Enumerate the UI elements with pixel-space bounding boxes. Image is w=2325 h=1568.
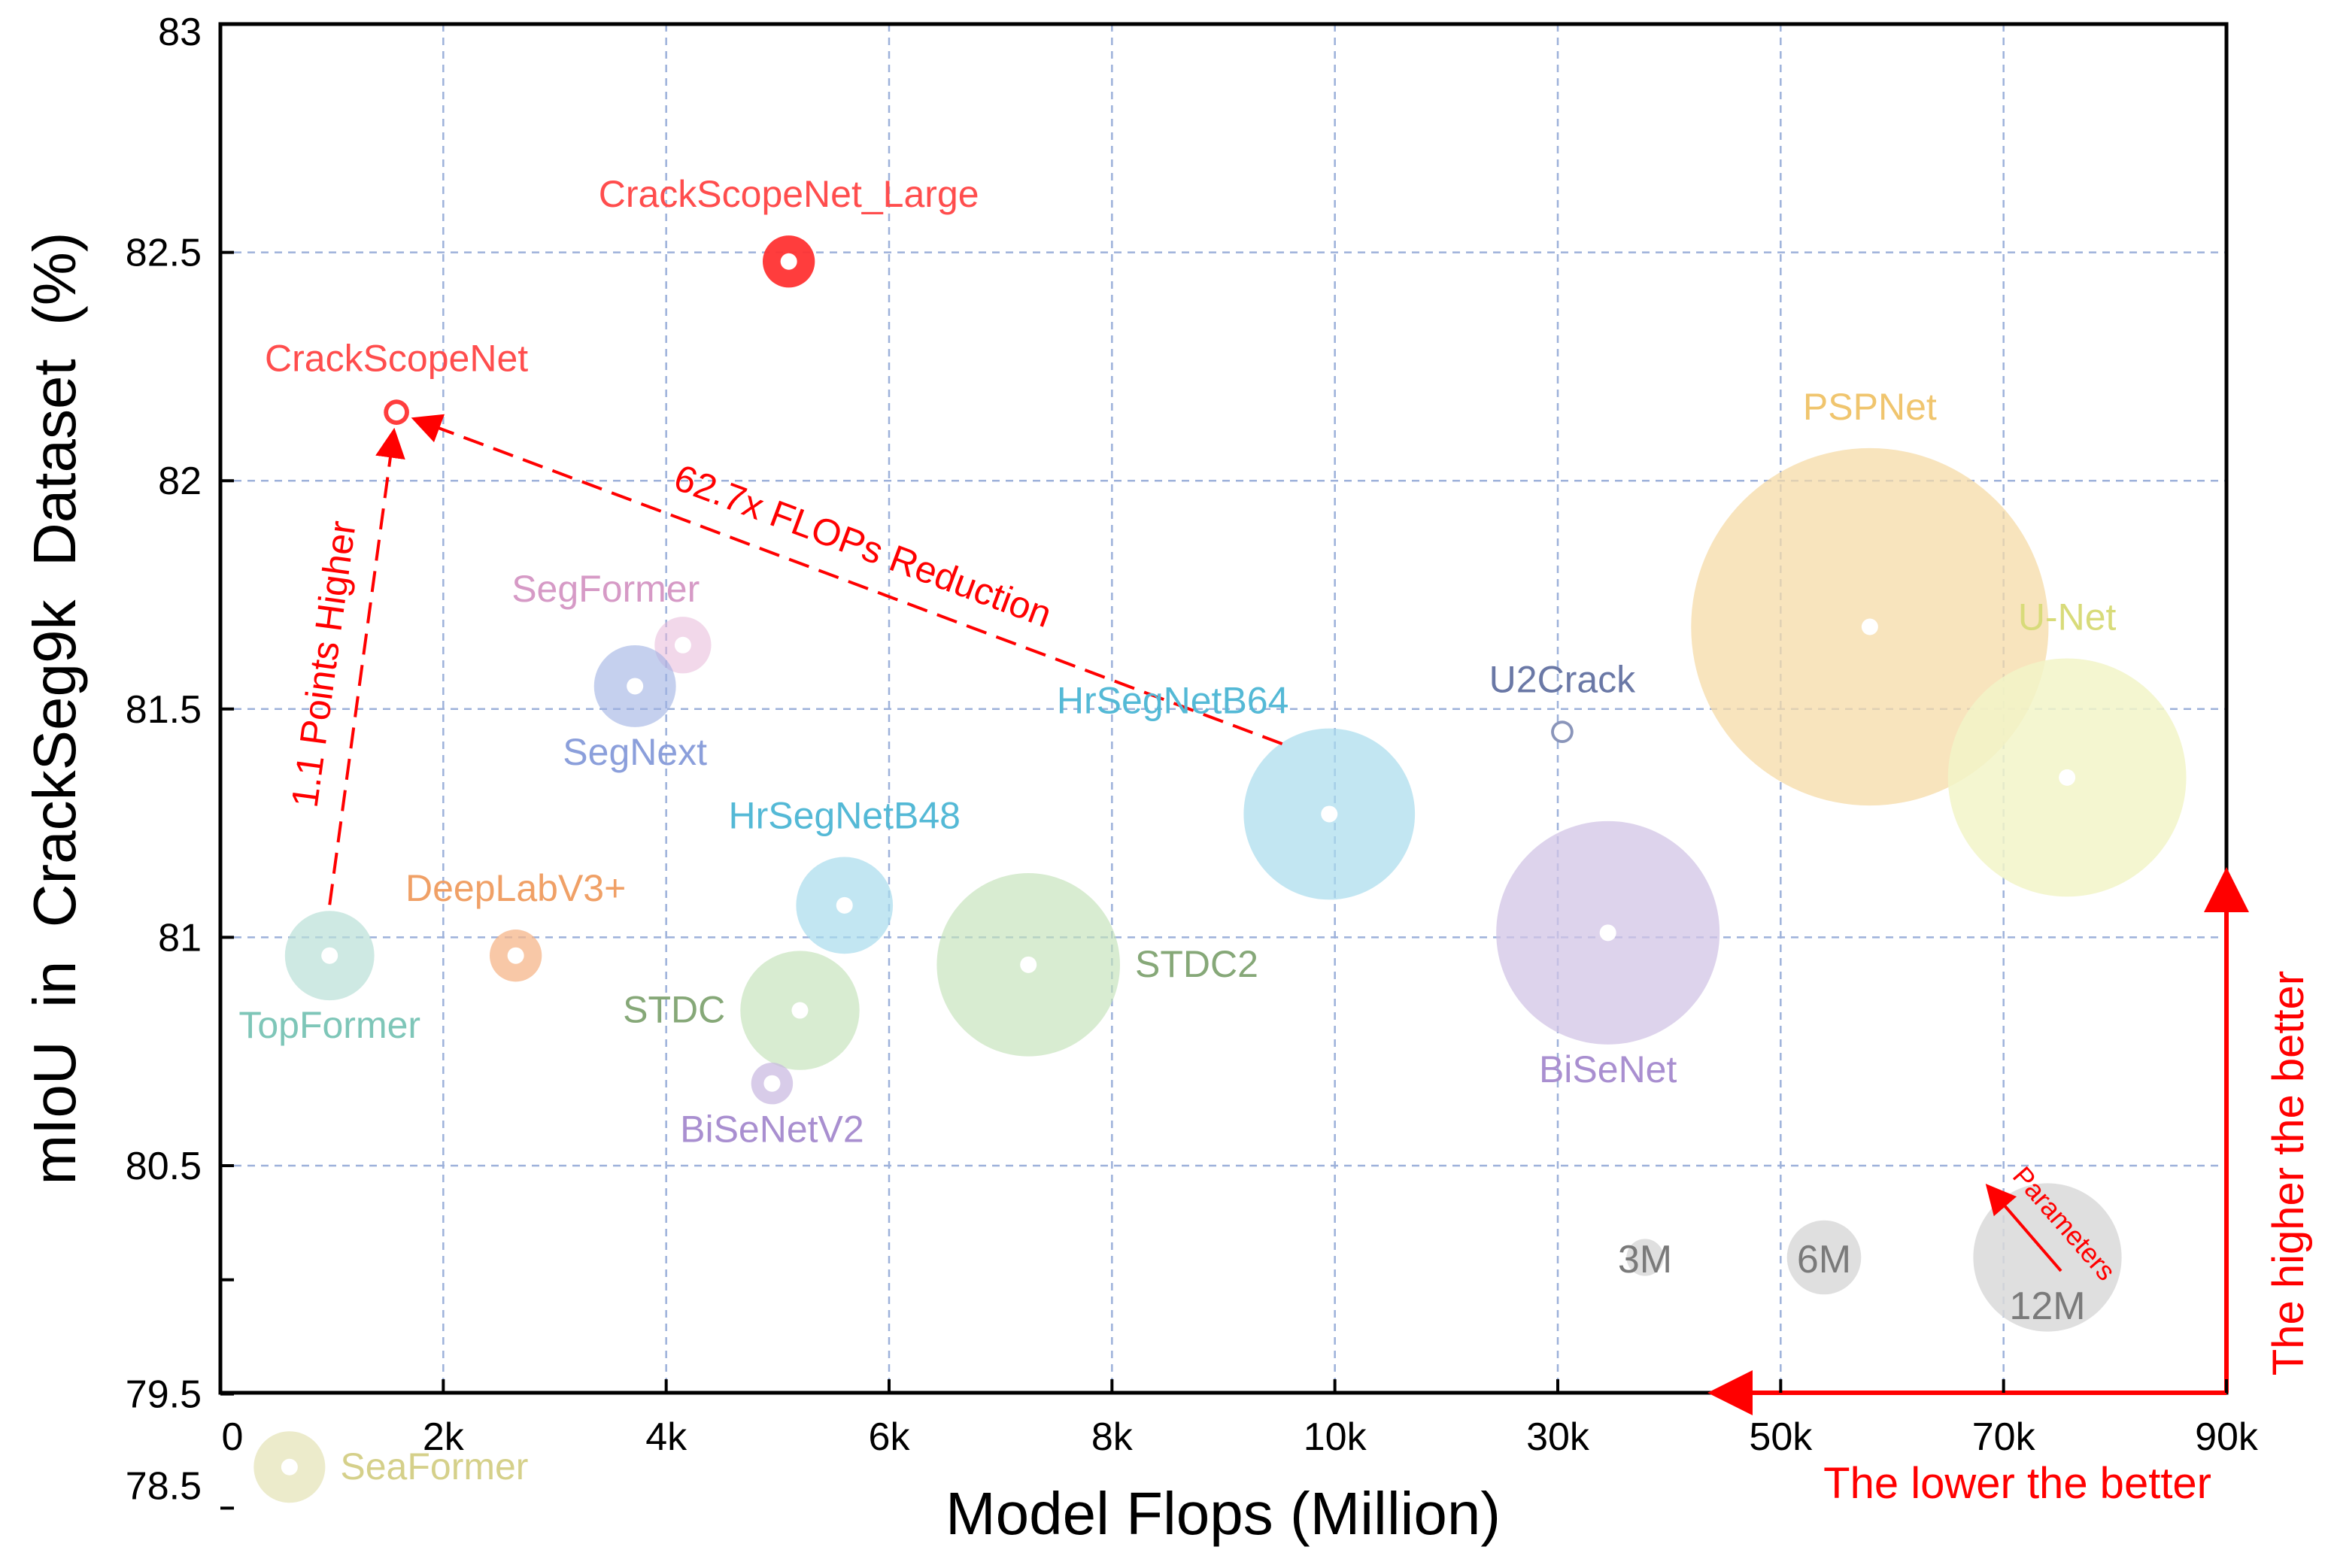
label-segformer: SegFormer bbox=[511, 568, 700, 610]
bubble-center-dot bbox=[507, 947, 524, 964]
label-bisenetv2: BiSeNetV2 bbox=[680, 1108, 864, 1150]
x-tick-label: 2k bbox=[423, 1415, 465, 1459]
annotation-arrow-2 bbox=[328, 427, 405, 905]
label-stdc: STDC bbox=[623, 989, 725, 1031]
bubble-center-dot bbox=[763, 1075, 781, 1092]
bubble-center-dot bbox=[780, 253, 797, 270]
bubble-center-dot bbox=[791, 1002, 809, 1019]
axis-layer: 0 2k 4k 6k 8k 10k 30k 50k 70k 90k 83 82.5 82 81.5 81 80… bbox=[126, 11, 2259, 1510]
label-hrsegnetb64: HrSegNetB64 bbox=[1057, 680, 1289, 722]
y-tick-label: 80.5 bbox=[126, 1145, 202, 1188]
bubble-center-dot bbox=[1553, 723, 1571, 741]
x-tick-label: 8k bbox=[1091, 1415, 1134, 1459]
bubble-center-dot bbox=[674, 636, 691, 654]
size-legend-label-3m: 3M bbox=[1618, 1238, 1672, 1281]
label-hrsegnetb48: HrSegNetB48 bbox=[728, 795, 961, 837]
x-tick-label: 90k bbox=[2195, 1415, 2259, 1459]
bubble-center-dot bbox=[2059, 769, 2076, 786]
y-tick-label: 78.5 bbox=[126, 1464, 202, 1508]
x-axis-title: Model Flops (Million) bbox=[945, 1480, 1501, 1547]
y-tick-label: 81 bbox=[158, 916, 202, 960]
y-tick-label: 79.5 bbox=[126, 1373, 202, 1417]
label-pspnet: PSPNet bbox=[1803, 386, 1937, 428]
label-bisenet: BiSeNet bbox=[1539, 1048, 1677, 1090]
annotation-arrow-1 bbox=[411, 414, 1283, 745]
y-tick-label: 83 bbox=[158, 11, 202, 54]
label-deeplabv3: DeepLabV3+ bbox=[405, 867, 626, 909]
y-corner-note: The higher the better bbox=[2264, 971, 2313, 1375]
bubble-center-dot bbox=[1599, 924, 1616, 942]
label-layer: CrackScopeNet_Large CrackScopeNet SegForme… bbox=[238, 173, 2116, 1488]
label-seaformer: SeaFormer bbox=[340, 1445, 528, 1488]
size-legend-label-12m: 12M bbox=[2009, 1284, 2085, 1328]
size-legend-bubble-6m bbox=[1786, 1220, 1862, 1295]
bubble-center-dot bbox=[388, 404, 405, 421]
y-tick-label: 81.5 bbox=[126, 688, 202, 732]
bubble-center-dot bbox=[1321, 805, 1338, 823]
bubble-center-dot bbox=[1020, 956, 1037, 973]
bubble-center-dot bbox=[281, 1458, 298, 1475]
y-axis-title: mIoU in CrackSeg9k Dataset (%) bbox=[21, 232, 88, 1184]
label-crackscopenet-large: CrackScopeNet_Large bbox=[599, 173, 979, 215]
label-u2crack: U2Crack bbox=[1489, 658, 1636, 700]
x-tick-label: 6k bbox=[869, 1415, 911, 1459]
y-tick-label: 82 bbox=[158, 459, 202, 503]
bubble-layer bbox=[253, 235, 2187, 1503]
bubble-center-dot bbox=[836, 896, 853, 914]
size-legend-label-6m: 6M bbox=[1797, 1238, 1851, 1281]
size-legend-bubble-3m bbox=[1626, 1239, 1664, 1276]
bubble-center-dot bbox=[1861, 618, 1878, 635]
x-tick-label: 10k bbox=[1304, 1415, 1367, 1459]
label-u-net: U-Net bbox=[2018, 596, 2117, 638]
x-tick-label: 70k bbox=[1972, 1415, 2036, 1459]
label-segnext: SegNext bbox=[563, 731, 707, 773]
label-topformer: TopFormer bbox=[238, 1004, 420, 1046]
y-tick-label: 82.5 bbox=[126, 232, 202, 275]
bubble-center-dot bbox=[321, 947, 338, 964]
parameters-arrow bbox=[1985, 1183, 2062, 1272]
bubble-center-dot bbox=[627, 678, 644, 695]
x-tick-label: 50k bbox=[1749, 1415, 1813, 1459]
x-tick-label: 4k bbox=[645, 1415, 687, 1459]
x-corner-note: The lower the better bbox=[1823, 1459, 2211, 1508]
x-tick-label: 30k bbox=[1526, 1415, 1590, 1459]
label-crackscopenet: CrackScopeNet bbox=[265, 337, 528, 379]
x-tick-label: 0 bbox=[222, 1415, 244, 1459]
label-stdc2: STDC2 bbox=[1135, 943, 1258, 985]
